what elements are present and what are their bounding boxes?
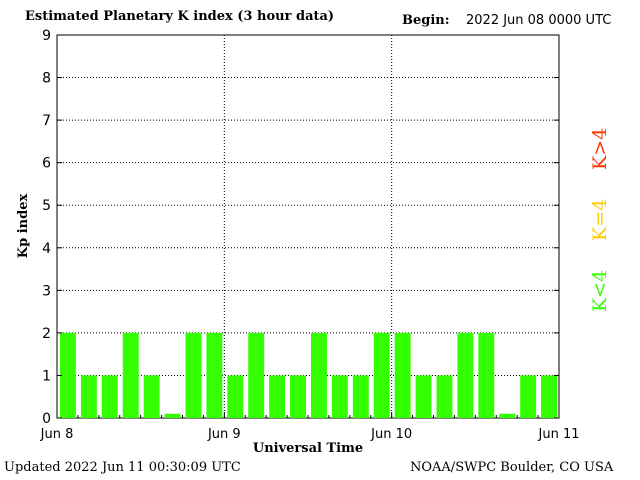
kp-bar <box>373 332 390 418</box>
kp-bar <box>248 332 265 418</box>
y-tick-label: 3 <box>42 283 51 299</box>
kp-bar <box>227 375 244 418</box>
kp-bar <box>164 413 181 418</box>
kp-bar <box>206 332 223 418</box>
kp-bar <box>185 332 202 418</box>
y-axis-label: Kp index <box>16 194 31 259</box>
begin-label: Begin: <box>402 13 450 28</box>
kp-bar <box>311 332 327 418</box>
kp-bar <box>122 332 139 418</box>
kp-bar <box>290 375 306 418</box>
kp-bar <box>352 375 369 418</box>
legend-item: K<4 <box>589 269 611 312</box>
kp-bar <box>331 375 348 418</box>
chart-title: Estimated Planetary K index (3 hour data… <box>25 9 335 24</box>
bar-series <box>60 332 557 418</box>
y-tick-label: 5 <box>42 198 51 214</box>
x-tick-label: Jun 10 <box>370 427 412 442</box>
y-tick-label: 1 <box>42 368 51 384</box>
grid-lines <box>57 35 559 418</box>
y-tick-label: 7 <box>42 113 51 129</box>
kp-bar <box>520 375 537 418</box>
x-axis-ticks: Jun 8 Jun 9 Jun 10 Jun 11 <box>40 412 580 442</box>
y-tick-label: 0 <box>42 411 51 427</box>
y-tick-label: 2 <box>42 326 51 342</box>
updated-timestamp: Updated 2022 Jun 11 00:30:09 UTC <box>4 460 241 475</box>
x-tick-label: Jun 9 <box>207 427 241 442</box>
y-tick-label: 6 <box>42 156 51 172</box>
kp-bar <box>269 375 286 418</box>
y-tick-label: 4 <box>42 241 51 257</box>
kp-bar <box>80 375 97 418</box>
plot-area <box>56 34 560 419</box>
kp-bar <box>394 332 411 418</box>
kp-bar <box>101 375 118 418</box>
y-tick-label: 9 <box>42 28 51 44</box>
begin-value: 2022 Jun 08 0000 UTC <box>466 13 612 28</box>
kp-bar <box>499 413 516 418</box>
x-axis-label: Universal Time <box>253 441 363 456</box>
source-credit: NOAA/SWPC Boulder, CO USA <box>410 460 614 475</box>
kp-bar <box>60 332 76 418</box>
kp-bar <box>143 375 160 418</box>
y-axis-ticks: 0 1 2 3 4 5 6 7 8 9 <box>42 28 559 427</box>
legend-item: K>4 <box>589 127 611 170</box>
x-tick-label: Jun 8 <box>40 427 74 442</box>
kp-bar <box>457 332 474 418</box>
kp-bar <box>541 375 557 418</box>
y-tick-label: 8 <box>42 71 51 87</box>
x-tick-label: Jun 11 <box>538 427 580 442</box>
kp-bar <box>415 375 432 418</box>
kp-bar <box>478 332 495 418</box>
legend-item: K=4 <box>589 198 611 241</box>
kp-bar <box>436 375 453 418</box>
